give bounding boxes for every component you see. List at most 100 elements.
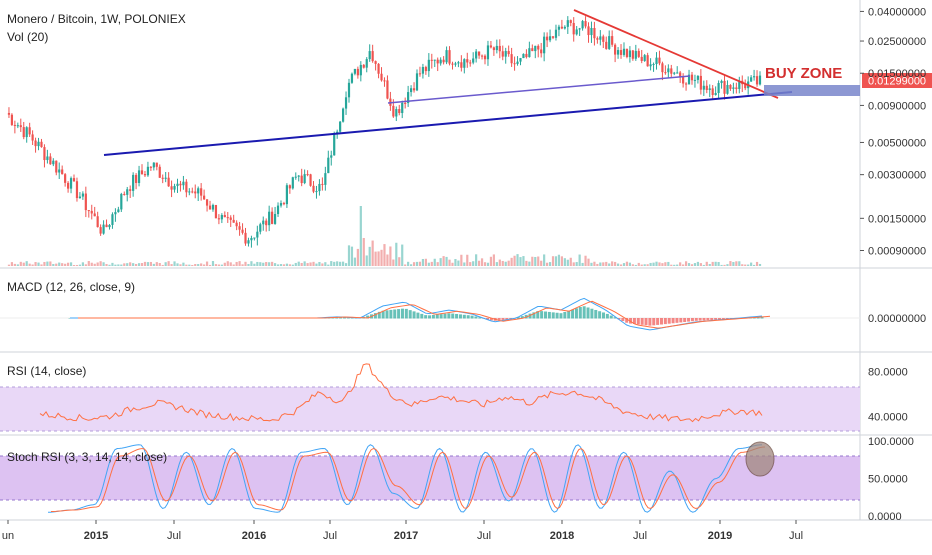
candle-body <box>327 157 330 174</box>
macd-histogram-bar <box>706 318 710 321</box>
candle-body <box>418 73 422 75</box>
candle-body <box>584 21 587 27</box>
volume-bar <box>93 263 96 266</box>
volume-bar <box>652 262 655 266</box>
buy-zone-label: BUY ZONE <box>765 65 842 82</box>
candle-body <box>344 97 348 109</box>
candle-body <box>223 215 226 218</box>
candle-body <box>238 226 241 230</box>
volume-bar <box>628 262 631 266</box>
candle-body <box>232 219 235 223</box>
candle-body <box>208 205 212 210</box>
candle-body <box>7 112 11 115</box>
price-tick-label: 0.01500000 <box>868 68 926 80</box>
volume-bar <box>247 264 250 266</box>
time-tick-label: Jul <box>633 530 647 542</box>
candle-body <box>495 45 498 51</box>
volume-bar <box>451 262 454 266</box>
candle-body <box>732 87 735 89</box>
candle-body <box>205 199 209 206</box>
volume-bar <box>268 262 271 266</box>
candle-body <box>200 188 203 196</box>
volume-bar <box>664 262 667 266</box>
candle-body <box>401 102 404 114</box>
volume-bar <box>78 264 82 266</box>
volume-bar <box>622 263 626 266</box>
volume-bar <box>605 261 608 266</box>
candle-body <box>176 183 179 187</box>
macd-histogram-bar <box>486 318 490 320</box>
macd-histogram-bar <box>555 312 559 319</box>
volume-bar <box>581 262 584 266</box>
candle-body <box>489 45 493 48</box>
volume-bar <box>752 264 756 266</box>
volume-bar <box>223 262 226 266</box>
macd-histogram-bar <box>590 308 594 319</box>
candle-body <box>531 48 534 52</box>
volume-bar <box>575 262 578 266</box>
macd-histogram-bar <box>756 317 760 319</box>
macd-histogram-bar <box>478 317 482 319</box>
macd-histogram-bar <box>393 309 397 319</box>
volume-bar <box>472 261 475 266</box>
candle-body <box>551 36 555 38</box>
volume-bar <box>185 264 188 266</box>
candle-body <box>404 102 407 104</box>
volume-bar <box>534 256 537 266</box>
volume-bar <box>374 251 377 266</box>
volume-bar <box>84 264 87 266</box>
candle-body <box>28 127 31 135</box>
candle-body <box>155 162 158 167</box>
macd-histogram-bar <box>760 316 764 319</box>
candle-body <box>108 224 111 228</box>
volume-bar <box>64 263 67 266</box>
macd-histogram-bar <box>470 315 474 319</box>
macd-histogram-bar <box>698 318 702 321</box>
macd-histogram-bar <box>702 318 706 321</box>
volume-bar <box>140 263 144 266</box>
volume-bar <box>309 262 312 266</box>
volume-bar <box>714 261 717 266</box>
volume-bar <box>200 263 203 266</box>
volume-bar <box>631 264 634 266</box>
volume-bar <box>424 258 427 266</box>
candle-body <box>557 26 561 30</box>
macd-histogram-bar <box>428 315 432 319</box>
macd-histogram-bar <box>679 318 683 323</box>
candle-body <box>377 63 380 74</box>
candle-body <box>528 48 531 58</box>
candle-body <box>451 63 454 65</box>
candle-body <box>250 238 253 241</box>
mid-support-line <box>387 75 691 104</box>
candle-body <box>132 174 135 191</box>
volume-bar <box>578 254 581 266</box>
candle-body <box>646 55 649 67</box>
candle-body <box>729 85 732 89</box>
volume-bar <box>687 263 691 266</box>
volume-bar <box>625 261 629 266</box>
volume-bar <box>602 262 605 266</box>
candle-body <box>297 175 300 177</box>
candle-body <box>498 45 501 52</box>
volume-bar <box>637 262 640 266</box>
candle-body <box>480 55 484 57</box>
volume-bar <box>327 264 330 266</box>
candle-body <box>265 220 268 226</box>
candle-body <box>522 53 525 59</box>
volume-bar <box>69 262 73 266</box>
volume-bar <box>359 206 362 266</box>
price-tick-label: 0.00500000 <box>868 137 926 149</box>
candle-body <box>333 133 336 156</box>
volume-bar <box>117 264 120 266</box>
candle-body <box>637 50 640 57</box>
macd-histogram-bar <box>397 309 401 319</box>
candle-body <box>578 28 581 30</box>
volume-bar <box>409 264 413 266</box>
volume-bar <box>253 263 256 266</box>
volume-bar <box>155 262 158 266</box>
volume-bar <box>75 264 79 266</box>
candle-body <box>445 50 448 63</box>
candle-body <box>696 75 700 80</box>
candle-body <box>605 41 608 49</box>
macd-histogram-bar <box>400 308 404 319</box>
